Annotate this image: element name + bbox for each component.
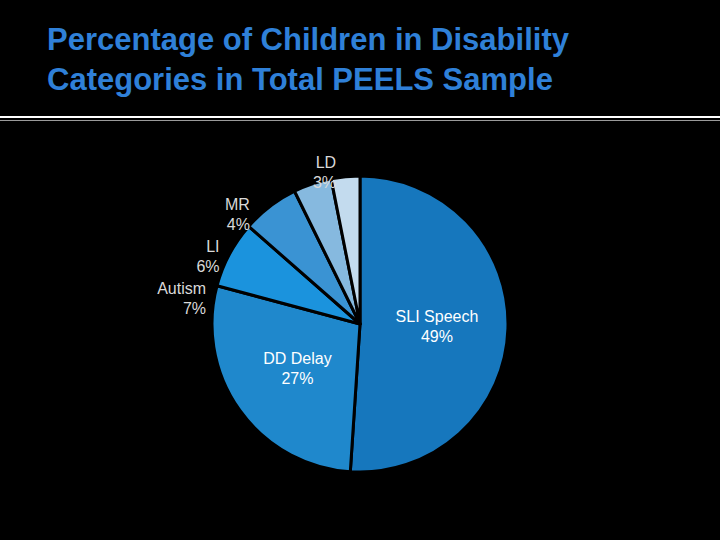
svg-text:27%: 27% — [281, 370, 313, 387]
svg-text:Categories in Total PEELS Samp: Categories in Total PEELS Sample — [47, 62, 553, 97]
svg-text:DD Delay: DD Delay — [263, 350, 331, 367]
svg-text:MR: MR — [225, 196, 250, 213]
svg-text:Percentage of Children in Disa: Percentage of Children in Disability — [47, 22, 578, 57]
svg-text:LI: LI — [206, 238, 219, 255]
svg-text:6%: 6% — [196, 258, 219, 275]
svg-text:4%: 4% — [227, 216, 250, 233]
svg-text:3%: 3% — [313, 174, 336, 191]
svg-text:LD: LD — [316, 154, 336, 171]
svg-text:49%: 49% — [421, 328, 453, 345]
svg-text:Autism: Autism — [157, 280, 206, 297]
svg-text:SLI Speech: SLI Speech — [396, 308, 479, 325]
svg-text:7%: 7% — [183, 300, 206, 317]
